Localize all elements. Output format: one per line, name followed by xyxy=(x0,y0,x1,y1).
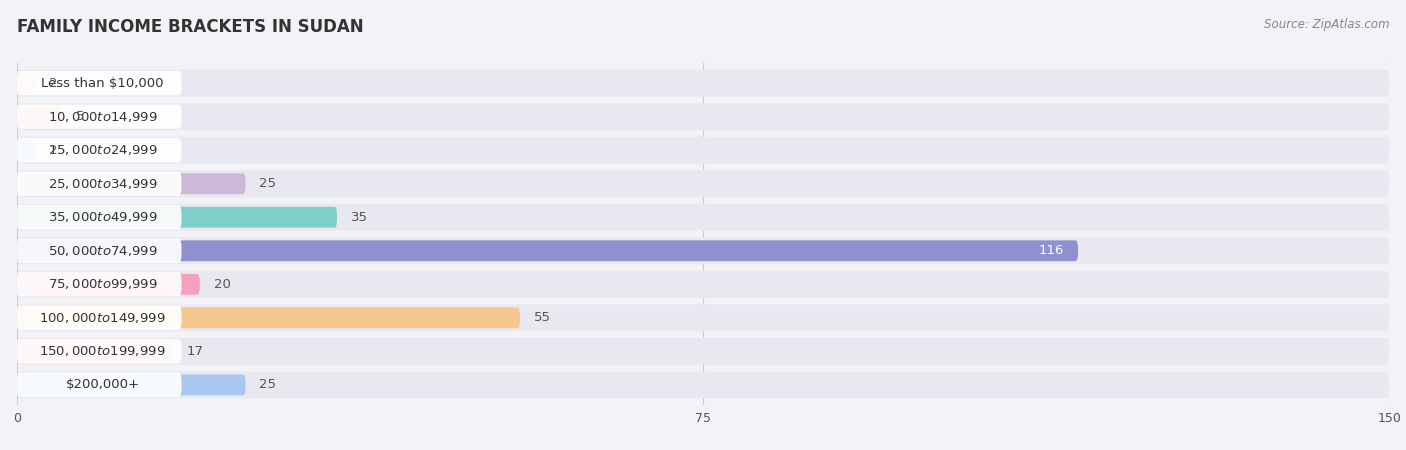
FancyBboxPatch shape xyxy=(17,271,1389,298)
Text: $35,000 to $49,999: $35,000 to $49,999 xyxy=(48,210,157,224)
Text: $75,000 to $99,999: $75,000 to $99,999 xyxy=(48,277,157,291)
FancyBboxPatch shape xyxy=(17,304,1389,331)
Text: $10,000 to $14,999: $10,000 to $14,999 xyxy=(48,110,157,124)
FancyBboxPatch shape xyxy=(17,171,181,196)
Text: $50,000 to $74,999: $50,000 to $74,999 xyxy=(48,244,157,258)
FancyBboxPatch shape xyxy=(17,73,35,94)
FancyBboxPatch shape xyxy=(17,71,181,95)
Text: $100,000 to $149,999: $100,000 to $149,999 xyxy=(39,311,166,325)
FancyBboxPatch shape xyxy=(17,103,1389,130)
FancyBboxPatch shape xyxy=(17,339,181,364)
Text: 25: 25 xyxy=(259,177,277,190)
Text: $15,000 to $24,999: $15,000 to $24,999 xyxy=(48,143,157,157)
FancyBboxPatch shape xyxy=(17,137,1389,164)
FancyBboxPatch shape xyxy=(17,307,520,328)
FancyBboxPatch shape xyxy=(17,374,246,395)
Text: 5: 5 xyxy=(76,110,84,123)
FancyBboxPatch shape xyxy=(17,204,1389,231)
Text: 35: 35 xyxy=(350,211,368,224)
FancyBboxPatch shape xyxy=(17,207,337,228)
FancyBboxPatch shape xyxy=(17,140,35,161)
FancyBboxPatch shape xyxy=(17,341,173,362)
FancyBboxPatch shape xyxy=(17,371,1389,398)
FancyBboxPatch shape xyxy=(17,170,1389,197)
Text: 2: 2 xyxy=(49,76,58,90)
Text: $25,000 to $34,999: $25,000 to $34,999 xyxy=(48,177,157,191)
Text: Less than $10,000: Less than $10,000 xyxy=(41,76,163,90)
Text: 55: 55 xyxy=(534,311,551,324)
Text: 2: 2 xyxy=(49,144,58,157)
Text: $150,000 to $199,999: $150,000 to $199,999 xyxy=(39,344,166,358)
FancyBboxPatch shape xyxy=(17,306,181,330)
FancyBboxPatch shape xyxy=(17,173,246,194)
Text: 116: 116 xyxy=(1039,244,1064,257)
FancyBboxPatch shape xyxy=(17,373,181,397)
Text: 17: 17 xyxy=(186,345,202,358)
FancyBboxPatch shape xyxy=(17,237,1389,264)
FancyBboxPatch shape xyxy=(17,106,63,127)
FancyBboxPatch shape xyxy=(17,240,1078,261)
FancyBboxPatch shape xyxy=(17,138,181,162)
Text: FAMILY INCOME BRACKETS IN SUDAN: FAMILY INCOME BRACKETS IN SUDAN xyxy=(17,18,364,36)
Text: $200,000+: $200,000+ xyxy=(66,378,139,392)
FancyBboxPatch shape xyxy=(17,104,181,129)
Text: 20: 20 xyxy=(214,278,231,291)
FancyBboxPatch shape xyxy=(17,70,1389,97)
FancyBboxPatch shape xyxy=(17,274,200,295)
FancyBboxPatch shape xyxy=(17,338,1389,365)
FancyBboxPatch shape xyxy=(17,238,181,263)
Text: Source: ZipAtlas.com: Source: ZipAtlas.com xyxy=(1264,18,1389,31)
FancyBboxPatch shape xyxy=(17,205,181,230)
FancyBboxPatch shape xyxy=(17,272,181,297)
Text: 25: 25 xyxy=(259,378,277,392)
